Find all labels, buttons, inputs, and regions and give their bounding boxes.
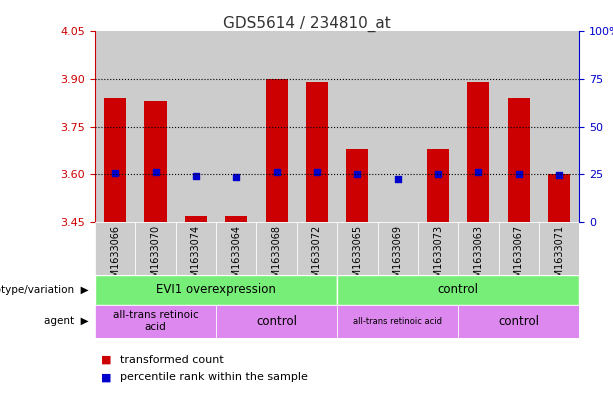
Point — [151, 169, 161, 175]
Bar — [539, 31, 579, 222]
Bar — [225, 216, 248, 222]
Bar — [95, 222, 135, 275]
Text: GSM1633064: GSM1633064 — [231, 225, 242, 290]
Text: GSM1633072: GSM1633072 — [312, 225, 322, 290]
Bar — [337, 31, 378, 222]
Text: transformed count: transformed count — [120, 354, 223, 365]
Bar — [498, 31, 539, 222]
Bar — [539, 222, 579, 275]
Text: GDS5614 / 234810_at: GDS5614 / 234810_at — [223, 16, 390, 32]
Bar — [427, 149, 449, 222]
Bar — [104, 98, 126, 222]
Bar — [467, 82, 490, 222]
Text: EVI1 overexpression: EVI1 overexpression — [156, 283, 276, 296]
Bar — [216, 31, 256, 222]
Text: ■: ■ — [101, 372, 112, 382]
Bar — [498, 222, 539, 275]
Bar — [176, 31, 216, 222]
Bar — [378, 31, 418, 222]
Point — [393, 175, 403, 182]
Bar — [458, 305, 579, 338]
Point — [312, 169, 322, 175]
Bar — [256, 222, 297, 275]
Point — [110, 170, 120, 176]
Bar — [306, 82, 328, 222]
Bar — [135, 31, 176, 222]
Point — [231, 174, 241, 180]
Bar — [337, 275, 579, 305]
Bar — [185, 216, 207, 222]
Text: GSM1633066: GSM1633066 — [110, 225, 120, 290]
Text: percentile rank within the sample: percentile rank within the sample — [120, 372, 307, 382]
Point — [514, 171, 524, 177]
Text: GSM1633063: GSM1633063 — [473, 225, 484, 290]
Bar — [135, 222, 176, 275]
Text: control: control — [438, 283, 479, 296]
Bar — [418, 31, 459, 222]
Point — [473, 169, 483, 175]
Text: GSM1633069: GSM1633069 — [393, 225, 403, 290]
Bar — [256, 31, 297, 222]
Bar — [265, 79, 287, 222]
Bar — [95, 305, 216, 338]
Point — [433, 171, 443, 177]
Text: all-trans retinoic
acid: all-trans retinoic acid — [113, 310, 199, 332]
Text: GSM1633065: GSM1633065 — [352, 225, 362, 290]
Bar — [297, 222, 337, 275]
Bar — [337, 305, 458, 338]
Bar — [458, 31, 498, 222]
Text: GSM1633071: GSM1633071 — [554, 225, 564, 290]
Bar — [346, 149, 368, 222]
Point — [272, 169, 281, 175]
Text: GSM1633073: GSM1633073 — [433, 225, 443, 290]
Text: all-trans retinoic acid: all-trans retinoic acid — [353, 317, 442, 326]
Bar — [297, 31, 337, 222]
Text: ■: ■ — [101, 354, 112, 365]
Point — [191, 173, 201, 180]
Bar — [418, 222, 459, 275]
Bar — [216, 305, 337, 338]
Text: agent  ▶: agent ▶ — [44, 316, 89, 326]
Text: GSM1633074: GSM1633074 — [191, 225, 201, 290]
Text: control: control — [498, 315, 539, 328]
Bar — [508, 98, 530, 222]
Bar — [176, 222, 216, 275]
Bar — [216, 222, 256, 275]
Text: GSM1633067: GSM1633067 — [514, 225, 524, 290]
Point — [554, 172, 564, 178]
Bar — [548, 174, 570, 222]
Point — [352, 171, 362, 177]
Bar — [458, 222, 498, 275]
Bar — [95, 275, 337, 305]
Bar — [95, 31, 135, 222]
Text: GSM1633068: GSM1633068 — [272, 225, 281, 290]
Bar — [145, 101, 167, 222]
Bar — [378, 222, 418, 275]
Text: genotype/variation  ▶: genotype/variation ▶ — [0, 285, 89, 295]
Bar — [337, 222, 378, 275]
Text: control: control — [256, 315, 297, 328]
Text: GSM1633070: GSM1633070 — [151, 225, 161, 290]
